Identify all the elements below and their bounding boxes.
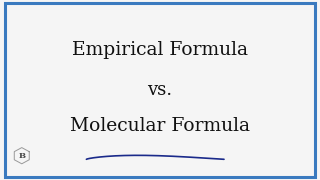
FancyBboxPatch shape [5,3,315,177]
Text: B: B [18,152,25,160]
Text: vs.: vs. [148,81,172,99]
Text: Empirical Formula: Empirical Formula [72,41,248,59]
Text: Molecular Formula: Molecular Formula [70,117,250,135]
